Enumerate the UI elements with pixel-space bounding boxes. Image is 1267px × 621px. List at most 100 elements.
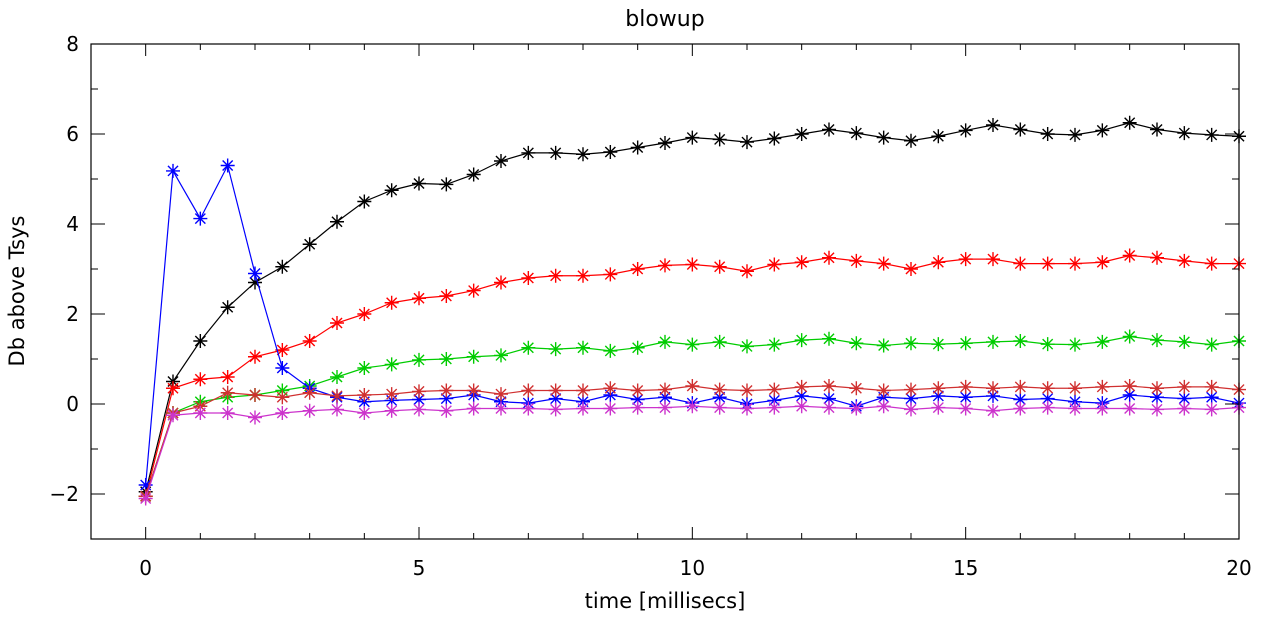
data-point (220, 300, 235, 315)
data-point (1013, 392, 1028, 407)
data-point (986, 388, 1000, 403)
data-point (931, 337, 946, 352)
data-point (494, 348, 508, 363)
axis-layer: 0 5 10 15 20 −2 0 2 4 6 8 (50, 32, 1252, 580)
data-point (330, 316, 344, 330)
data-point (466, 401, 481, 416)
data-point (712, 400, 727, 415)
data-point (958, 379, 973, 394)
data-point (302, 403, 317, 418)
data-point (740, 339, 754, 354)
data-point (1013, 334, 1028, 348)
data-point (1040, 337, 1055, 352)
data-point (931, 129, 946, 144)
data-point (466, 283, 481, 298)
data-point (986, 118, 1000, 132)
data-point (658, 390, 672, 405)
data-point (466, 383, 481, 398)
data-point (876, 399, 891, 414)
data-point (275, 406, 290, 420)
data-point (1177, 391, 1192, 406)
data-point (849, 126, 864, 141)
data-point (794, 399, 809, 414)
data-point (1204, 402, 1219, 417)
data-point (1068, 256, 1082, 271)
data-point (986, 403, 1000, 418)
y-tick-label: 4 (66, 212, 79, 236)
data-point (849, 401, 864, 416)
y-tick-label: 0 (66, 392, 79, 416)
data-point (1150, 333, 1164, 348)
data-point (384, 295, 399, 310)
data-point (822, 379, 836, 393)
data-point (849, 381, 864, 396)
data-point (685, 379, 700, 393)
data-point (958, 390, 973, 405)
x-tick-label: 5 (413, 556, 426, 580)
data-point (822, 400, 836, 415)
data-point (958, 252, 973, 267)
data-point (1068, 401, 1082, 416)
data-point (822, 391, 836, 406)
data-point (1122, 379, 1137, 393)
data-point (439, 403, 454, 418)
data-point (740, 135, 754, 150)
data-point (658, 382, 672, 397)
data-point (603, 145, 618, 159)
data-point (1095, 123, 1110, 138)
data-point (630, 340, 645, 355)
data-point (1150, 402, 1164, 417)
data-point (494, 154, 508, 168)
data-point (1177, 253, 1192, 268)
y-tick-label: 8 (66, 32, 79, 56)
data-point (330, 388, 344, 403)
data-point (904, 133, 918, 148)
data-point (1122, 329, 1137, 344)
data-point (1204, 256, 1219, 271)
x-tick-label: 15 (953, 556, 978, 580)
data-point (302, 385, 317, 400)
data-point (630, 140, 645, 155)
data-point (685, 337, 700, 352)
data-point (1068, 381, 1082, 396)
data-point (822, 122, 836, 137)
data-point (302, 237, 317, 252)
data-point (548, 342, 563, 357)
data-point (412, 176, 426, 191)
data-point (1040, 127, 1055, 141)
data-point (740, 383, 754, 398)
y-tick-label: −2 (50, 482, 79, 506)
data-point (1095, 379, 1110, 394)
data-point (767, 337, 782, 352)
data-point (439, 177, 454, 192)
data-point (357, 388, 372, 402)
data-point (1068, 337, 1082, 352)
data-point (904, 382, 918, 397)
data-point (740, 401, 754, 416)
data-point (712, 390, 727, 405)
data-point (548, 383, 563, 398)
data-point (548, 391, 563, 406)
data-point (548, 268, 563, 283)
data-point (767, 257, 782, 272)
data-point (931, 388, 946, 403)
data-point (412, 291, 426, 306)
data-point (193, 334, 208, 348)
data-point (494, 387, 508, 402)
y-axis-label: Db above Tsys (5, 216, 29, 367)
data-point (576, 147, 590, 162)
data-point (794, 255, 809, 270)
data-point (521, 145, 536, 160)
data-point (576, 401, 590, 416)
data-point (576, 268, 590, 283)
data-point (1150, 390, 1164, 405)
data-point (521, 401, 536, 416)
x-tick-label: 10 (680, 556, 705, 580)
data-point (712, 334, 727, 349)
data-point (630, 262, 645, 276)
data-point (193, 372, 208, 387)
data-point (794, 127, 809, 141)
data-point (412, 384, 426, 399)
data-point (986, 334, 1000, 349)
